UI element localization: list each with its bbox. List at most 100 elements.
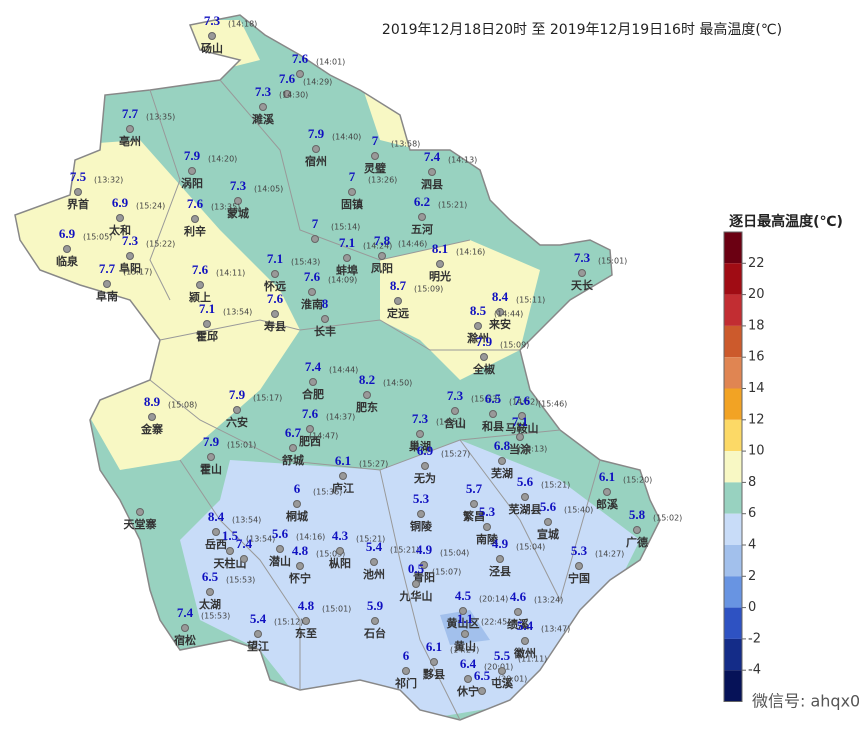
station-name: 泗县 [421,177,443,191]
station-dot [283,90,291,98]
station-name: 泾县 [489,565,511,578]
station-value: 6.5 [474,668,491,683]
province-border [14,14,661,721]
legend-tick-label: 18 [748,318,765,333]
watermark: 微信号: ahqx001 [752,692,859,711]
station-time: (14:16) [296,533,325,542]
station-dot [296,70,304,78]
station-value: 7.1 [512,414,528,429]
station-value: 7.6 [267,291,284,306]
station-value: 7.4 [424,149,441,164]
station-value: 4.6 [510,589,527,604]
station-name: 无为 [413,471,436,485]
legend-swatch [724,325,742,358]
station-name: 灵璧 [364,161,386,175]
station-value: 7.3 [230,178,247,193]
station-name: 定远 [387,306,409,320]
legend-title: 逐日最高温度(℃) [729,213,843,230]
station-time: (15:02) [653,514,682,523]
station-time: (15:07) [432,568,461,577]
station-name: 南陵 [476,532,499,546]
station-value: 7.3 [122,233,139,248]
legend-swatch [724,513,742,545]
legend-tick-label: 4 [748,538,756,553]
station-dot [348,188,356,196]
station-value: 7.7 [122,106,139,121]
station-dot [603,488,611,496]
station-name: 固镇 [341,197,363,211]
station-name: 蒙城 [227,206,249,220]
station-value: 8.7 [390,278,407,293]
station-name: 涡阳 [181,176,203,190]
legend-tick-label: 12 [748,412,765,427]
station-dot [633,526,641,534]
station-dot [339,472,347,480]
station-value: 6.9 [59,226,76,241]
station-value: 7.1 [267,251,283,266]
station-value: 7.4 [305,359,322,374]
legend-swatch [724,357,742,389]
station-dot [208,32,216,40]
station-time: (14:20) [208,155,237,164]
station-time: (15:08) [168,401,197,410]
station-name: 天长 [571,278,594,292]
station-name: 宣城 [537,527,559,541]
station-dot [240,555,248,563]
station-value: 1.5 [222,528,239,543]
station-name: 太和 [108,223,131,237]
station-dot [371,152,379,160]
station-name: 潜山 [269,554,291,568]
station-name: 来安 [488,317,511,331]
station-dot [498,457,506,465]
station-name: 屯溪 [491,676,514,690]
station-dot [207,453,215,461]
station-time: (13:58) [391,140,420,149]
station-dot [233,406,241,414]
station-name: 肥东 [356,400,378,414]
station-value: 7.3 [204,13,221,28]
station-dot [336,547,344,555]
legend-tick-label: 22 [748,256,765,271]
station-value: 6.5 [202,569,219,584]
station-dot [418,213,426,221]
station-dot [459,607,467,615]
station-dot [271,270,279,278]
station-dot [521,493,529,501]
station-name: 怀宁 [289,571,311,585]
station-name: 天柱山 [214,556,247,570]
station-dot [402,667,410,675]
station-dot [311,235,319,243]
station-value: 6.9 [417,443,434,458]
station-dot [430,658,438,666]
station-name: 天堂寨 [124,517,157,531]
station-time: (15:09) [500,341,529,350]
station-name: 临泉 [56,254,79,268]
station-value: 7.6 [187,196,204,211]
station-value: 7 [349,169,356,184]
station-value: 6 [294,481,301,496]
station-value: 7.9 [203,434,220,449]
legend-swatch [724,294,742,326]
station-dot [296,562,304,570]
station-time: (14:29) [303,78,332,87]
station-time: (13:32) [94,176,123,185]
station-value: 6.5 [485,391,502,406]
legend-swatch [724,419,742,452]
station-time: (15:09) [414,285,443,294]
station-name: 巢湖 [408,439,431,453]
station-value: 7.6 [304,269,321,284]
station-name: 宁国 [568,571,590,585]
station-time: (13:35) [146,113,175,122]
station-time: (15:01) [227,441,256,450]
station-dot [191,215,199,223]
station-name: 铜陵 [409,519,433,533]
city-borders [149,79,601,721]
station-name: 郎溪 [596,497,619,511]
station-value: 4.8 [298,598,315,613]
station-time: (14:16) [456,248,485,257]
station-value: 6.7 [285,425,302,440]
station-time: (15:33) [471,395,500,404]
station-time: (13:47) [541,625,570,634]
station-value: 0.5 [408,561,425,576]
station-value: 7.7 [99,261,116,276]
